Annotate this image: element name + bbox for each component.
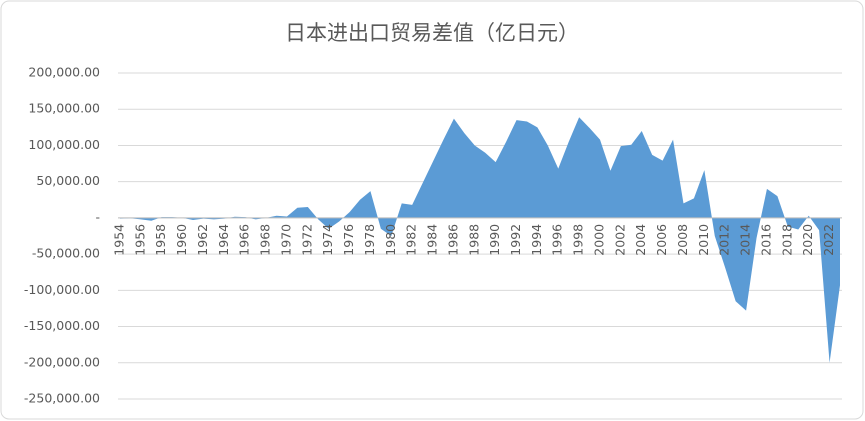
x-tick-label: 2022: [821, 224, 836, 256]
x-tick-label: 2002: [612, 224, 627, 256]
y-tick-label: 100,000.00: [28, 137, 100, 152]
y-tick-label: -250,000.00: [24, 391, 100, 406]
y-tick-label: -100,000.00: [24, 282, 100, 297]
x-tick-label: 2018: [779, 224, 794, 256]
x-tick-label: 1970: [278, 224, 293, 256]
x-tick-label: 2012: [717, 224, 732, 256]
area: [120, 117, 840, 363]
y-tick-label: 50,000.00: [36, 173, 100, 188]
y-tick-label: -150,000.00: [24, 318, 100, 333]
x-tick-label: 1996: [550, 224, 565, 256]
x-tick-label: 1998: [571, 224, 586, 256]
y-tick-label: 150,000.00: [28, 101, 100, 116]
x-tick-label: 1990: [487, 224, 502, 256]
chart-title: 日本进出口贸易差值（亿日元）: [285, 21, 579, 45]
x-tick-label: 2010: [696, 224, 711, 256]
x-tick-label: 1984: [425, 224, 440, 256]
x-tick-label: 1986: [445, 224, 460, 256]
x-tick-label: 1966: [237, 224, 252, 256]
x-tick-label: 2006: [654, 224, 669, 256]
x-tick-label: 2004: [633, 224, 648, 256]
x-tick-label: 1994: [529, 224, 544, 256]
x-tick-label: 1974: [320, 224, 335, 256]
x-tick-label: 1958: [153, 224, 168, 256]
x-tick-label: 1956: [132, 224, 147, 256]
x-tick-label: 1962: [195, 224, 210, 256]
x-tick-label: 2016: [758, 224, 773, 256]
x-tick-label: 1976: [341, 224, 356, 256]
x-tick-label: 1960: [174, 224, 189, 256]
x-tick-label: 1972: [299, 224, 314, 256]
y-tick-label: 200,000.00: [28, 65, 100, 80]
x-tick-label: 2000: [592, 224, 607, 256]
x-tick-label: 1978: [362, 224, 377, 256]
x-tick-label: 2020: [800, 224, 815, 256]
x-tick-label: 2008: [675, 224, 690, 256]
x-tick-label: 1968: [258, 224, 273, 256]
x-tick-label: 2014: [738, 224, 753, 256]
x-tick-label: 1988: [466, 224, 481, 256]
x-tick-label: 1964: [216, 224, 231, 256]
x-tick-label: 1954: [112, 224, 127, 256]
x-tick-label: 1992: [508, 224, 523, 256]
x-tick-label: 1982: [404, 224, 419, 256]
x-tick-label: 1980: [383, 224, 398, 256]
y-tick-label: -: [95, 209, 100, 224]
y-tick-label: -200,000.00: [24, 354, 100, 369]
y-tick-label: -50,000.00: [32, 246, 100, 261]
